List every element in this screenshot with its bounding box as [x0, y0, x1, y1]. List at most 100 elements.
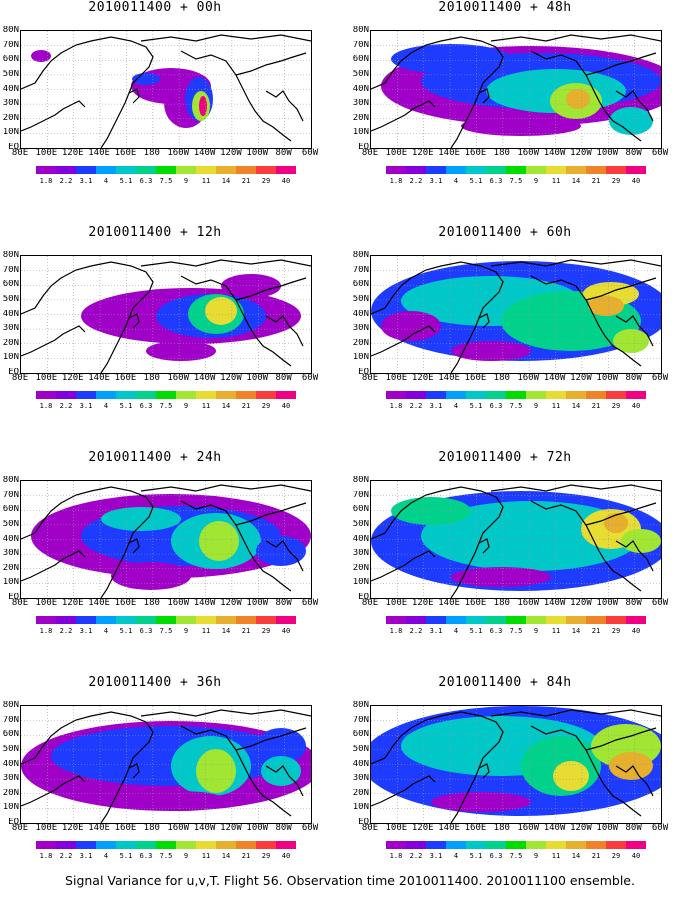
colorbar-label: 21 [241, 402, 251, 410]
colorbar-label: 21 [241, 852, 251, 860]
variance-contour [431, 792, 531, 812]
latitude-label: 40N [2, 534, 19, 544]
colorbar-label: 5.1 [119, 852, 133, 860]
colorbar-swatch [526, 166, 546, 174]
colorbar-label: 9 [533, 627, 539, 635]
colorbar-label: 1.8 [39, 177, 53, 185]
colorbar-swatch [546, 166, 566, 174]
coastline [235, 502, 307, 526]
longitude-label: 60W [651, 373, 669, 383]
colorbar-swatch [176, 166, 196, 174]
colorbar-label: 3.1 [79, 852, 93, 860]
colorbar-label: 5.1 [119, 627, 133, 635]
colorbar-swatch [526, 841, 546, 849]
longitude-label: 180 [143, 823, 160, 833]
longitude-label: 120E [411, 823, 434, 833]
colorbar-swatch [196, 166, 216, 174]
variance-map [20, 255, 312, 374]
latitude-label: 30N [352, 324, 369, 334]
variance-map [20, 480, 312, 599]
colorbar-label: 11 [201, 627, 211, 635]
coastline [478, 313, 490, 329]
longitude-label: 80W [625, 148, 642, 158]
longitude-label: 100W [596, 823, 619, 833]
colorbar [36, 391, 296, 399]
colorbar-label: 14 [571, 627, 581, 635]
colorbar-swatch [386, 616, 406, 624]
coastline [585, 502, 657, 526]
longitude-label: 60W [651, 823, 669, 833]
latitude-label: 20N [2, 338, 19, 348]
longitude-label: 140W [543, 148, 566, 158]
colorbar-label: 6.3 [489, 627, 503, 635]
latitude-label: 40N [352, 309, 369, 319]
latitude-label: 50N [352, 69, 369, 79]
colorbar-label: 3.1 [79, 627, 93, 635]
colorbar [36, 616, 296, 624]
coastline [371, 775, 436, 807]
coastline [21, 550, 86, 582]
map-canvas [21, 706, 311, 823]
colorbar-label: 1.8 [39, 402, 53, 410]
colorbar-label: 2.2 [409, 852, 423, 860]
map-canvas [371, 706, 661, 823]
colorbar-swatch [406, 166, 426, 174]
variance-contour [381, 311, 441, 341]
latitude-label: 60N [2, 505, 19, 515]
colorbar-label: 7.5 [509, 177, 523, 185]
variance-contour [553, 761, 589, 791]
colorbar-swatch [216, 391, 236, 399]
colorbar-swatch [566, 166, 586, 174]
colorbar-swatch [256, 391, 276, 399]
colorbar-swatch [176, 841, 196, 849]
longitude-label: 100E [35, 373, 58, 383]
colorbar-label: 9 [533, 177, 539, 185]
colorbar-swatch [506, 391, 526, 399]
coastline [371, 36, 504, 148]
figure-caption: Signal Variance for u,v,T. Flight 56. Ob… [65, 873, 635, 888]
colorbar-label: 6.3 [139, 402, 153, 410]
coastline [490, 34, 661, 42]
latitude-label: 40N [352, 759, 369, 769]
latitude-label: 80N [2, 476, 19, 485]
longitude-label: 80E [11, 148, 29, 158]
colorbar-swatch [386, 841, 406, 849]
longitude-label: 140W [543, 373, 566, 383]
longitude-label: 120E [61, 598, 84, 608]
latitude-label: 60N [352, 280, 369, 290]
colorbar-label: 40 [631, 852, 641, 860]
latitude-label: 10N [2, 578, 19, 588]
colorbar-swatch [116, 391, 136, 399]
coastline [371, 261, 504, 373]
colorbar-swatch [96, 391, 116, 399]
coastline [478, 538, 490, 554]
coastline [235, 727, 307, 751]
colorbar-label: 4 [453, 627, 459, 635]
colorbar-swatch [426, 391, 446, 399]
colorbar [36, 166, 296, 174]
colorbar-label: 1.8 [389, 852, 403, 860]
longitude-label: 100W [596, 148, 619, 158]
variance-contour [621, 529, 661, 553]
colorbar-swatch [426, 616, 446, 624]
latitude-label: 80N [352, 26, 369, 35]
colorbar-label: 29 [261, 852, 271, 860]
coastline [21, 100, 86, 132]
variance-contour [256, 536, 306, 566]
colorbar-label: 2.2 [409, 177, 423, 185]
colorbar-label: 29 [611, 852, 621, 860]
coastline [128, 88, 140, 104]
longitude-label: 140W [193, 148, 216, 158]
coastline [235, 52, 307, 76]
colorbar-swatch [156, 166, 176, 174]
coastline [615, 765, 654, 797]
colorbar-label: 5.1 [469, 852, 483, 860]
longitude-label: 100E [35, 823, 58, 833]
variance-contour [146, 341, 216, 361]
colorbar-swatch [426, 841, 446, 849]
latitude-label: EQ [8, 368, 19, 377]
latitude-label: 30N [2, 324, 19, 334]
coastline [21, 36, 154, 148]
longitude-label: 100E [35, 598, 58, 608]
variance-map [20, 30, 312, 149]
